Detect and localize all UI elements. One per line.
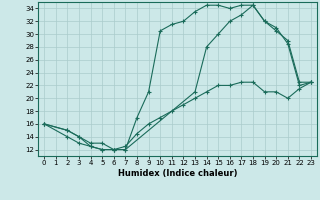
X-axis label: Humidex (Indice chaleur): Humidex (Indice chaleur) xyxy=(118,169,237,178)
